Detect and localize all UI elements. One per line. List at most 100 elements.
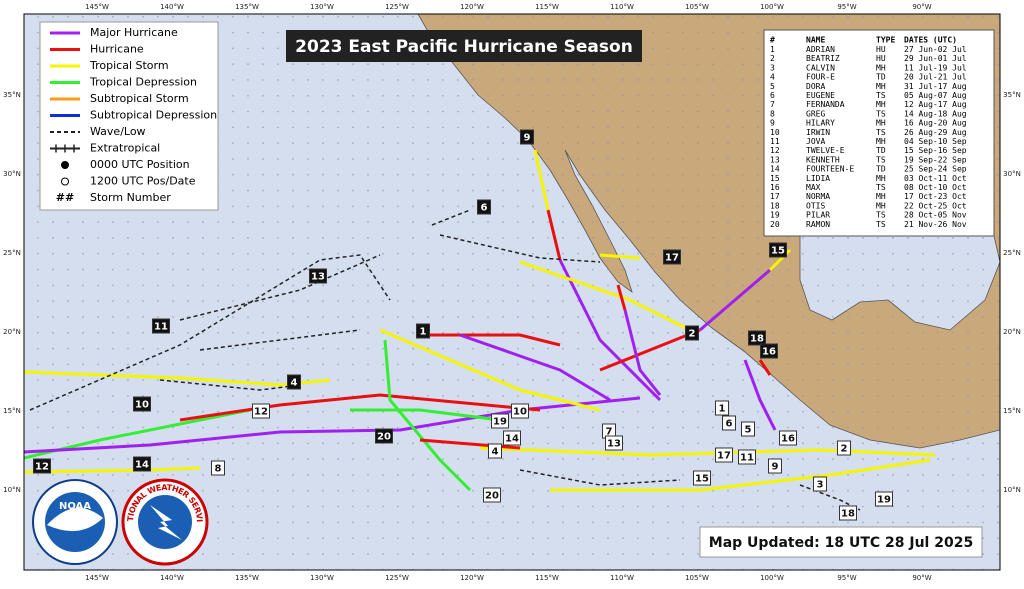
lon-label-bottom: 100°W — [760, 574, 784, 582]
table-cell: IRWIN — [806, 128, 830, 137]
storm-number: 10 — [135, 400, 149, 411]
track — [383, 339, 472, 492]
table-cell: 9 — [770, 119, 775, 128]
table-cell: PILAR — [806, 211, 830, 220]
storm-marker-box — [837, 440, 851, 456]
nws-bolt — [150, 505, 182, 540]
storm-marker-box — [779, 430, 797, 446]
storm-marker-box — [520, 129, 534, 145]
table-cell: 12 — [770, 146, 780, 155]
storm-marker-box — [875, 491, 893, 507]
storm-marker-box — [839, 505, 857, 521]
storm-marker-box — [309, 268, 327, 284]
table-cell: 31 Jul-17 Aug — [904, 82, 967, 91]
storm-number: 17 — [717, 451, 731, 462]
track — [558, 259, 662, 402]
storm-number: 16 — [781, 434, 795, 445]
track — [179, 393, 541, 422]
table-cell: MH — [876, 63, 886, 72]
storm-number: 2 — [689, 329, 696, 340]
table-cell: 25 Sep-24 Sep — [904, 165, 967, 174]
lon-label-bottom: 95°W — [837, 574, 856, 582]
table-header: NAME — [806, 36, 825, 45]
lon-label-bottom: 135°W — [235, 574, 259, 582]
legend-label: Wave/Low — [90, 125, 146, 138]
storm-number: 1 — [420, 327, 427, 338]
table-cell: FOUR-E — [806, 73, 835, 82]
lat-label-right: 25°N — [1003, 249, 1021, 257]
storm-number: 18 — [750, 334, 764, 345]
track-wave — [439, 234, 601, 263]
table-cell: FERNANDA — [806, 100, 845, 109]
storm-number: 6 — [481, 203, 488, 214]
table-header: # — [770, 36, 775, 45]
table-cell: 15 Sep-16 Sep — [904, 146, 967, 155]
legend-symbol: ## — [56, 191, 74, 204]
noaa-bird — [47, 508, 103, 532]
legend-label: Tropical Depression — [89, 76, 197, 89]
storm-number: 20 — [377, 432, 391, 443]
table-cell: MH — [876, 82, 886, 91]
lat-label-left: 35°N — [3, 91, 21, 99]
table-cell: 12 Aug-17 Aug — [904, 100, 967, 109]
storm-number: 13 — [311, 272, 325, 283]
table-cell: 22 Oct-25 Oct — [904, 201, 967, 210]
lat-label-right: 20°N — [1003, 328, 1021, 336]
storm-table — [763, 29, 995, 237]
table-cell: MAX — [806, 183, 821, 192]
title: 2023 East Pacific Hurricane Season — [295, 37, 633, 57]
table-cell: 21 Nov-26 Nov — [904, 220, 967, 229]
track — [599, 253, 641, 260]
storm-number: 12 — [254, 407, 268, 418]
table-cell: LIDIA — [806, 174, 830, 183]
table-cell: 14 Aug-18 Aug — [904, 109, 967, 118]
track-wave — [519, 469, 681, 486]
axes: 145°W 145°W 140°W 140°W 135°W 135°W 130°W 130°W… — [3, 3, 1021, 582]
lon-label-top: 95°W — [837, 3, 856, 11]
table-cell: 4 — [770, 73, 775, 82]
lon-label-top: 115°W — [535, 3, 559, 11]
table-cell: TD — [876, 73, 886, 82]
storm-number: 19 — [493, 417, 507, 428]
storm-marker-box — [685, 325, 699, 341]
storm-marker-box — [483, 487, 501, 503]
table-cell: HILARY — [806, 119, 835, 128]
lon-label-bottom: 145°W — [85, 574, 109, 582]
lat-label-right: 15°N — [1003, 407, 1021, 415]
storm-marker-box — [133, 456, 151, 472]
table-cell: NORMA — [806, 192, 830, 201]
legend-dot — [61, 177, 69, 186]
table-cell: TS — [876, 109, 886, 118]
track-wave — [199, 329, 361, 351]
lon-label-top: 130°W — [310, 3, 334, 11]
map-frame — [23, 13, 1001, 571]
storm-number: 15 — [695, 474, 709, 485]
lon-label-bottom: 115°W — [535, 574, 559, 582]
table-cell: TS — [876, 183, 886, 192]
track — [550, 458, 931, 492]
storm-number: 20 — [485, 491, 499, 502]
storm-marker-box — [722, 415, 736, 431]
table-cell: TS — [876, 220, 886, 229]
storm-number: 14 — [505, 434, 519, 445]
storm-number: 4 — [492, 447, 499, 458]
title-box — [286, 30, 642, 62]
track — [350, 408, 501, 422]
table-cell: 28 Oct-05 Nov — [904, 211, 967, 220]
track — [379, 328, 601, 412]
storm-marker-box — [760, 343, 778, 359]
storm-number: 19 — [877, 495, 891, 506]
table-cell: HU — [876, 45, 886, 54]
table-cell: TS — [876, 211, 886, 220]
table-cell: 2 — [770, 54, 775, 63]
storm-marker-box — [693, 470, 711, 486]
legend-label: Storm Number — [90, 191, 171, 204]
storm-number: 6 — [726, 419, 733, 430]
table-cell: 05 Aug-07 Aug — [904, 91, 967, 100]
lat-label-left: 25°N — [3, 249, 21, 257]
track — [533, 149, 550, 211]
track — [758, 359, 772, 376]
table-cell: 08 Oct-10 Oct — [904, 183, 967, 192]
table-cell: GREG — [806, 109, 825, 118]
